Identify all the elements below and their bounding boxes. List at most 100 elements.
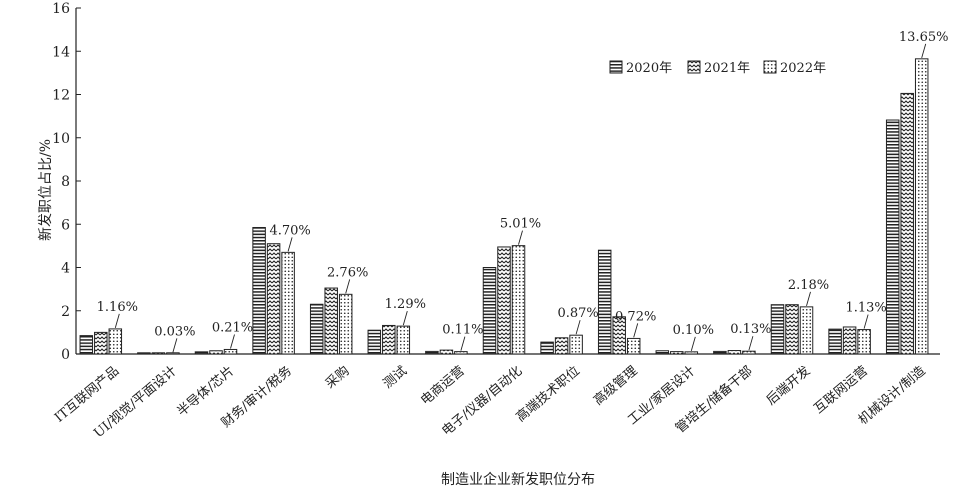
y-tick-label: 12 <box>52 88 70 104</box>
bar-1 <box>655 350 670 355</box>
data-label: 5.01% <box>500 217 541 232</box>
bar-1 <box>540 341 554 355</box>
annotation-leader <box>633 323 639 338</box>
bar-1 <box>713 350 727 355</box>
category-label: 互联网运营 <box>811 364 870 417</box>
annotation-leader <box>460 336 466 351</box>
bar-2 <box>209 350 223 355</box>
bar-3 <box>511 245 526 355</box>
y-tick-label: 16 <box>52 1 70 17</box>
data-label: 0.03% <box>154 324 195 339</box>
bar-3 <box>396 325 411 355</box>
bar-2 <box>324 287 338 355</box>
bar-1 <box>309 303 324 355</box>
bar-3 <box>684 351 699 355</box>
annotation-leader <box>230 334 235 349</box>
y-tick-label: 6 <box>61 217 70 233</box>
data-label: 0.11% <box>442 323 483 338</box>
category-label: 后端开发 <box>763 363 813 409</box>
y-tick-label: 10 <box>52 131 70 147</box>
annotation-leader <box>114 313 120 329</box>
annotation-leader <box>690 336 696 351</box>
bar-1 <box>770 304 785 355</box>
y-tick-label: 14 <box>52 44 70 60</box>
bar-3 <box>166 352 180 355</box>
data-label: 0.13% <box>730 322 771 337</box>
annotation-leader <box>518 230 523 245</box>
data-label: 4.70% <box>269 223 310 238</box>
bar-1 <box>137 352 151 355</box>
data-label: 2.76% <box>327 265 368 280</box>
annotation-leader <box>287 237 293 252</box>
data-label: 0.87% <box>557 306 598 321</box>
y-tick-label: 2 <box>61 304 70 320</box>
legend-label: 2020年 <box>626 61 672 76</box>
bar-2 <box>842 326 857 355</box>
bar-3 <box>799 306 814 355</box>
annotation-leader <box>575 320 581 335</box>
bar-3 <box>742 350 756 355</box>
annotations: 1.16% 0.03% 0.21% 4.70% 2.76% 1.29% 0.11% 5.01%… <box>97 30 949 353</box>
legend-label: 2022年 <box>780 61 826 76</box>
bar-1 <box>252 226 266 355</box>
annotation-leader <box>345 279 351 294</box>
category-label: 测试 <box>381 364 411 392</box>
bar-3 <box>281 251 295 355</box>
bar-1 <box>194 351 209 355</box>
bar-3 <box>569 334 583 355</box>
bar-1 <box>828 328 842 355</box>
data-label: 0.21% <box>212 320 253 335</box>
bar-2 <box>94 331 108 355</box>
data-label: 13.65% <box>899 30 949 45</box>
bar-2 <box>497 246 511 355</box>
data-label: 1.13% <box>845 301 886 316</box>
bar-3 <box>857 329 871 355</box>
bar-2 <box>439 349 454 355</box>
bar-2 <box>612 316 626 355</box>
bar-3 <box>914 58 929 355</box>
y-tick-label: 8 <box>61 174 70 190</box>
bar-2 <box>670 351 684 355</box>
y-ticks: 0 2 4 6 8 10 12 14 16 <box>52 1 81 363</box>
data-label: 0.72% <box>615 309 656 324</box>
bar-3 <box>626 337 641 355</box>
bar-1 <box>79 335 94 355</box>
y-tick-label: 4 <box>61 261 70 277</box>
data-label: 0.10% <box>673 323 714 338</box>
annotation-leader <box>806 291 811 306</box>
bars <box>79 58 929 355</box>
category-label: 高级管理 <box>590 363 640 409</box>
bar-3 <box>223 348 238 355</box>
bar-1 <box>425 350 439 355</box>
legend-swatch <box>609 60 623 74</box>
bar-2 <box>151 352 166 355</box>
bar-2 <box>266 243 281 355</box>
category-label: 采购 <box>322 363 352 392</box>
y-tick-label: 0 <box>61 347 70 363</box>
bar-3 <box>338 293 353 355</box>
bar-2 <box>554 337 569 355</box>
annotation-leader <box>863 314 869 329</box>
data-label: 1.16% <box>97 300 138 315</box>
annotation-leader <box>172 338 178 353</box>
bar-2 <box>727 350 742 355</box>
annotation-leader <box>402 310 408 326</box>
y-axis-title: 新发职位占比/% <box>38 139 54 241</box>
bar-1 <box>367 329 382 355</box>
data-label: 1.29% <box>385 297 426 312</box>
legend: 2020年 2021年 2022年 <box>609 60 826 76</box>
annotation-leader <box>748 336 754 351</box>
bar-2 <box>900 92 914 355</box>
annotation-leader <box>921 43 927 58</box>
data-label: 2.18% <box>788 278 829 293</box>
legend-swatch <box>763 60 777 74</box>
bar-3 <box>454 351 468 355</box>
bar-2 <box>785 304 799 355</box>
bar-1 <box>885 119 900 355</box>
bar-2 <box>382 324 396 355</box>
category-label: 电商运营 <box>418 364 467 409</box>
legend-label: 2021年 <box>704 61 750 76</box>
bar-1 <box>482 267 497 355</box>
